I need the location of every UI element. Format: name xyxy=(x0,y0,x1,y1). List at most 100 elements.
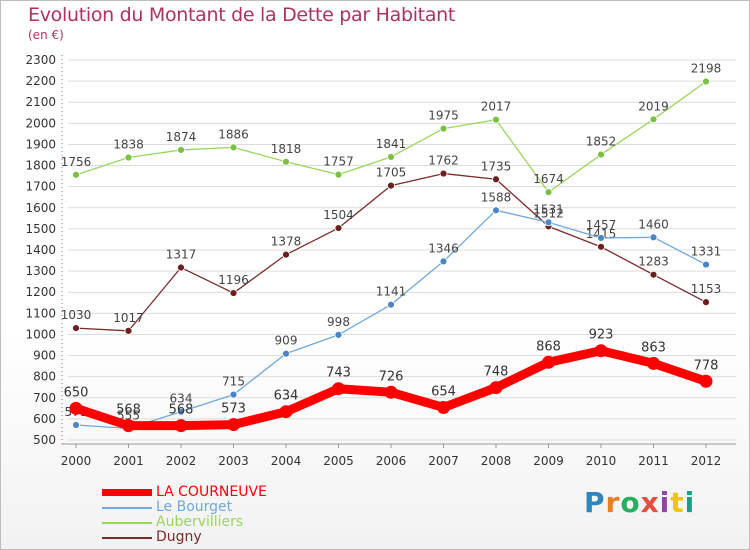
data-label: 863 xyxy=(641,340,666,355)
x-tick-label: 2010 xyxy=(586,454,617,468)
line-chart: 500 600 700 800 900 1000 1100 1200 1300 1400 1500 1… xyxy=(25,53,736,468)
legend-label: Aubervilliers xyxy=(156,514,244,530)
data-point xyxy=(492,115,500,124)
data-label: 1017 xyxy=(113,311,144,325)
data-point xyxy=(597,234,605,242)
data-label: 1283 xyxy=(638,255,669,269)
y-tick-label: 700 xyxy=(33,391,56,405)
data-point xyxy=(649,115,658,124)
data-point xyxy=(702,298,710,307)
data-label: 1030 xyxy=(61,308,92,322)
data-point xyxy=(702,260,710,269)
data-label: 726 xyxy=(379,369,404,384)
legend-item: Aubervilliers xyxy=(102,515,267,530)
data-label: 1141 xyxy=(376,285,407,299)
data-point xyxy=(439,124,448,133)
y-tick-label: 1400 xyxy=(25,243,56,257)
chart-subtitle: (en €) xyxy=(28,28,64,42)
data-label: 778 xyxy=(694,358,719,373)
data-label: 1975 xyxy=(428,109,459,123)
data-label: 743 xyxy=(326,366,351,381)
data-point xyxy=(597,242,605,251)
data-label: 1838 xyxy=(113,138,144,152)
x-tick-label: 2011 xyxy=(638,454,669,468)
data-label: 2017 xyxy=(481,100,512,114)
y-tick-label: 2200 xyxy=(25,74,56,88)
x-tick-label: 2002 xyxy=(166,454,197,468)
data-label: 1756 xyxy=(61,155,92,169)
data-label: 998 xyxy=(327,315,350,329)
data-label: 1331 xyxy=(691,245,722,259)
proxiti-logo: Proxiti xyxy=(584,486,696,519)
data-point xyxy=(177,407,185,416)
y-tick-label: 2000 xyxy=(25,116,56,130)
data-point xyxy=(282,349,290,358)
legend-item: Dugny xyxy=(102,530,267,545)
data-point xyxy=(72,421,80,429)
data-point xyxy=(124,153,133,162)
data-point xyxy=(387,181,395,190)
data-point xyxy=(387,152,395,161)
data-point xyxy=(122,419,135,433)
legend-item: LA COURNEUVE xyxy=(102,485,267,500)
data-point xyxy=(227,418,240,432)
x-tick-label: 2007 xyxy=(428,454,459,468)
y-tick-label: 1600 xyxy=(25,201,56,215)
x-tick-label: 2003 xyxy=(218,454,249,468)
data-label: 923 xyxy=(589,328,614,343)
data-label: 1378 xyxy=(271,235,302,249)
legend-label: Le Bourget xyxy=(156,499,233,515)
data-point xyxy=(597,150,605,159)
data-label: 555 xyxy=(117,408,140,422)
data-point xyxy=(229,143,238,152)
data-label: 650 xyxy=(64,385,89,400)
data-point xyxy=(334,330,343,339)
data-point xyxy=(387,300,395,309)
data-label: 1317 xyxy=(166,248,197,262)
data-point xyxy=(177,263,185,272)
x-tick-label: 2004 xyxy=(271,454,302,468)
data-label: 1153 xyxy=(691,282,722,296)
data-point xyxy=(229,289,238,297)
y-tick-label: 900 xyxy=(33,349,56,363)
data-label: 748 xyxy=(484,365,509,380)
data-label: 1852 xyxy=(586,135,617,149)
data-point xyxy=(332,382,345,396)
data-label: 1705 xyxy=(376,166,407,180)
data-point xyxy=(649,233,658,242)
data-point xyxy=(439,257,448,266)
data-point xyxy=(647,356,660,370)
data-label: 568 xyxy=(169,403,194,418)
data-label: 2019 xyxy=(638,99,669,113)
legend-label: LA COURNEUVE xyxy=(156,484,267,500)
data-point xyxy=(544,218,553,227)
x-tick-label: 2008 xyxy=(481,454,512,468)
x-tick-label: 2001 xyxy=(113,454,144,468)
data-label: 1818 xyxy=(271,142,302,156)
data-point xyxy=(542,355,555,369)
x-tick-label: 2009 xyxy=(533,454,564,468)
data-point xyxy=(439,169,448,178)
data-label: 1735 xyxy=(481,159,512,173)
data-label: 568 xyxy=(116,403,141,418)
data-point xyxy=(279,405,293,419)
data-point xyxy=(177,146,185,154)
data-label: 1531 xyxy=(533,202,564,216)
data-label: 868 xyxy=(536,339,561,354)
legend-swatch xyxy=(102,521,152,524)
y-tick-label: 600 xyxy=(33,412,56,426)
data-label: 2198 xyxy=(691,62,722,76)
data-point xyxy=(437,400,450,414)
legend-swatch xyxy=(102,536,152,539)
data-point xyxy=(492,206,500,215)
data-label: 1504 xyxy=(323,208,354,222)
data-label: 1757 xyxy=(323,155,354,169)
data-point xyxy=(229,390,238,399)
y-tick-label: 500 xyxy=(33,433,56,447)
data-label: 634 xyxy=(170,392,193,406)
data-label: 1674 xyxy=(533,172,564,186)
x-tick-label: 2012 xyxy=(691,454,722,468)
data-point xyxy=(489,381,503,395)
legend-label: Dugny xyxy=(156,529,202,545)
